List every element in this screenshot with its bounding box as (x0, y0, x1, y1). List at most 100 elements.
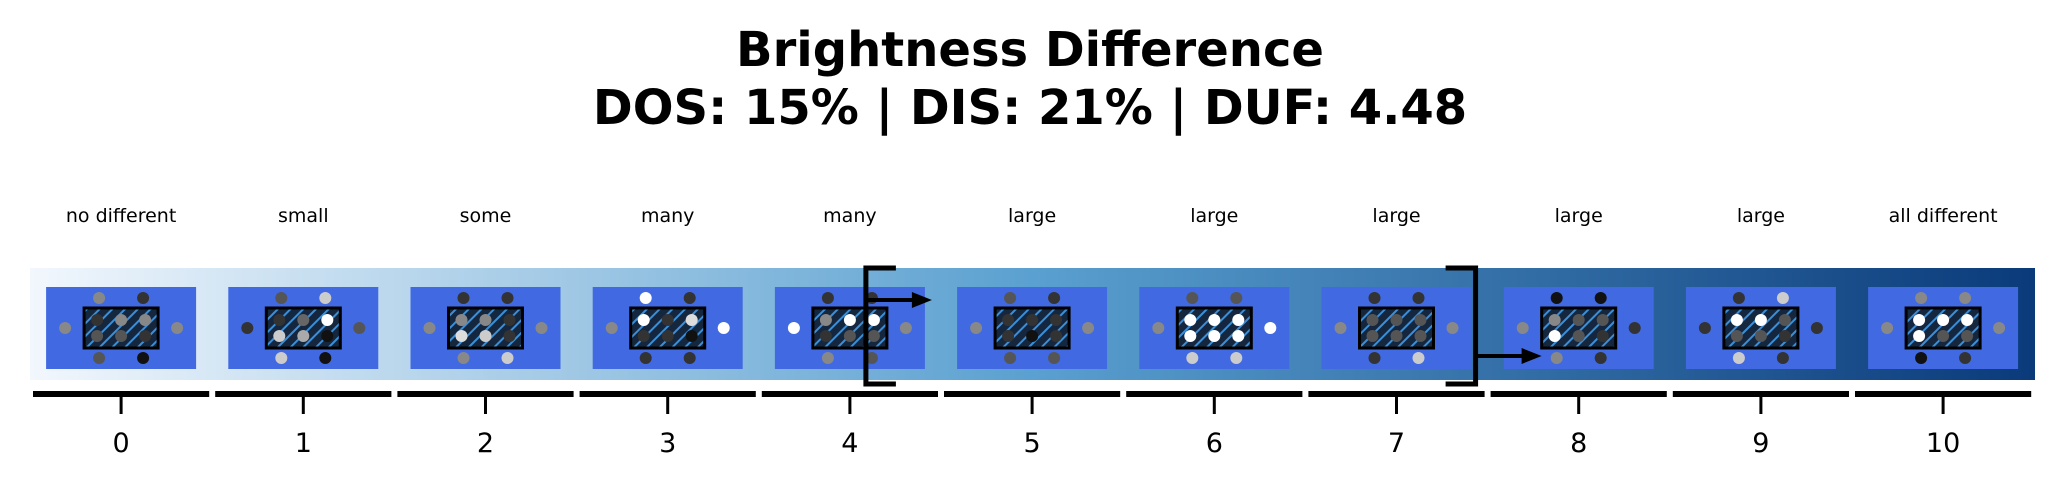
sample-inner-dot (685, 314, 698, 326)
tick-label: 1 (295, 428, 312, 459)
sample-inner-dot (1596, 314, 1609, 326)
sample-dot (1776, 352, 1789, 364)
sample-inner-dot (1754, 314, 1767, 326)
sample-inner-dot (1414, 330, 1427, 342)
sample-dot (639, 292, 652, 304)
scale-step-4: many 4 (761, 205, 938, 459)
sample-inner-dot (115, 330, 128, 342)
sample-inner-dot (273, 330, 286, 342)
sample-dot (319, 352, 332, 364)
sample-dot (137, 352, 150, 364)
sample-inner-dot (1961, 314, 1974, 326)
sample-inner-dot (1366, 330, 1379, 342)
sample-dot (1368, 352, 1381, 364)
sample-inner-dot (1572, 314, 1585, 326)
sample-inner-dot (843, 314, 856, 326)
sample-dot (1186, 292, 1199, 304)
sample-dot (1550, 352, 1563, 364)
right-arrow-head-icon (911, 292, 932, 308)
sample-inner-dot (139, 314, 152, 326)
sample-dot (1550, 292, 1563, 304)
sample-dot (319, 292, 332, 304)
scale-step-3: many 3 (579, 205, 756, 459)
sample-dot (1628, 322, 1641, 334)
sample-inner-dot (1184, 314, 1197, 326)
step-label: no different (66, 205, 176, 227)
sample-inner-dot (455, 330, 468, 342)
sample-dot (275, 292, 288, 304)
sample-dot (93, 292, 106, 304)
sample-dot (93, 352, 106, 364)
tick-label: 2 (477, 428, 494, 459)
left-threshold-bracket (863, 265, 896, 387)
scale-step-10: all different 10 (1855, 205, 2032, 459)
step-label: large (1008, 205, 1056, 227)
sample-dot (1915, 352, 1928, 364)
sample-inner-dot (1050, 314, 1063, 326)
sample-inner-dot (867, 330, 880, 342)
step-label: some (460, 205, 512, 227)
sample-inner-dot (479, 314, 492, 326)
sample-inner-dot (843, 330, 856, 342)
sample-inner-dot (297, 330, 310, 342)
sample-inner-dot (1913, 330, 1926, 342)
sample-dot (821, 292, 834, 304)
sample-dot (137, 292, 150, 304)
scale-step-8: large 8 (1490, 205, 1667, 459)
sample-dot (1186, 352, 1199, 364)
sample-dot (353, 322, 366, 334)
sample-inner-dot (1414, 314, 1427, 326)
sample-inner-dot (1232, 330, 1245, 342)
step-label: all different (1889, 205, 1998, 227)
sample-dot (1959, 352, 1972, 364)
tick-label: 6 (1206, 428, 1223, 459)
sample-inner-dot (1184, 330, 1197, 342)
sample-dot (1230, 292, 1243, 304)
sample-inner-dot (1026, 314, 1039, 326)
sample-dot (1048, 352, 1061, 364)
sample-dot (1594, 292, 1607, 304)
sample-dot (1004, 292, 1017, 304)
sample-dot (639, 352, 652, 364)
step-label: many (641, 205, 694, 227)
sample-inner-dot (1208, 314, 1221, 326)
step-label: many (823, 205, 876, 227)
sample-dot (423, 322, 436, 334)
sample-inner-dot (1050, 330, 1063, 342)
scale-step-5: large 5 (944, 205, 1121, 459)
sample-inner-dot (91, 314, 104, 326)
sample-inner-dot (819, 330, 832, 342)
tick-label: 3 (659, 428, 676, 459)
sample-dot (605, 322, 618, 334)
diagram-title: Brightness Difference (736, 22, 1324, 78)
sample-dot (1915, 292, 1928, 304)
sample-dot (1048, 292, 1061, 304)
scale-step-2: some 2 (397, 205, 574, 459)
sample-inner-dot (1961, 330, 1974, 342)
scale-step-1: small 1 (215, 205, 392, 459)
diagram-subtitle: DOS: 15% | DIS: 21% | DUF: 4.48 (592, 80, 1468, 136)
sample-dot (717, 322, 730, 334)
sample-dot (501, 292, 514, 304)
sample-dot (1881, 322, 1894, 334)
step-label: small (278, 205, 329, 227)
sample-inner-dot (503, 314, 516, 326)
sample-inner-dot (297, 314, 310, 326)
right-threshold-bracket (1445, 265, 1479, 387)
sample-dot (1230, 352, 1243, 364)
sample-inner-dot (1390, 330, 1403, 342)
sample-dot (1334, 322, 1347, 334)
sample-inner-dot (1548, 330, 1561, 342)
scale-step-6: large 6 (1126, 205, 1303, 459)
sample-inner-dot (115, 314, 128, 326)
sample-inner-dot (1026, 330, 1039, 342)
sample-dot (1152, 322, 1165, 334)
sample-dot (1810, 322, 1823, 334)
sample-dot (821, 352, 834, 364)
sample-inner-dot (91, 330, 104, 342)
sample-inner-dot (1366, 314, 1379, 326)
sample-inner-dot (1548, 314, 1561, 326)
sample-dot (865, 352, 878, 364)
sample-inner-dot (1937, 330, 1950, 342)
tick-label: 8 (1570, 428, 1587, 459)
